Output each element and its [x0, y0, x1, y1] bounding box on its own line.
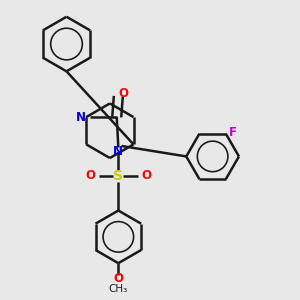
Text: CH₃: CH₃: [109, 284, 128, 294]
Text: O: O: [85, 169, 95, 182]
Text: O: O: [113, 272, 123, 285]
Text: F: F: [229, 125, 237, 139]
Text: N: N: [75, 111, 85, 124]
Text: N: N: [113, 145, 123, 158]
Text: S: S: [113, 169, 123, 183]
Text: O: O: [142, 169, 152, 182]
Text: O: O: [118, 87, 128, 100]
